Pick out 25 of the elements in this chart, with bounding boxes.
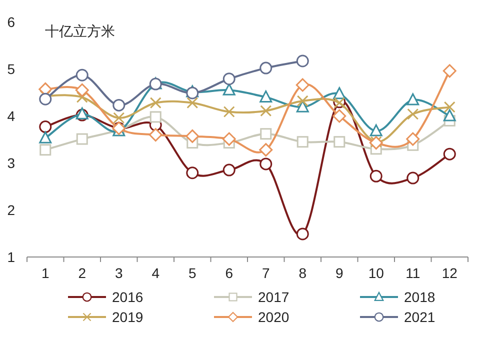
x-tick-label: 7 [262, 265, 270, 281]
x-tick-label: 5 [188, 265, 196, 281]
legend-label: 2019 [112, 309, 144, 325]
y-tick-label: 1 [7, 249, 16, 265]
x-tick-label: 4 [152, 265, 160, 281]
x-tick-label: 12 [442, 265, 458, 281]
legend-label: 2020 [258, 309, 290, 325]
y-axis-title: 十亿立方米 [45, 23, 115, 39]
legend-label: 2017 [258, 289, 290, 305]
y-tick-label: 3 [7, 155, 16, 171]
x-tick-label: 1 [41, 265, 50, 281]
legend-label: 2018 [404, 289, 436, 305]
y-tick-label: 2 [7, 202, 16, 218]
y-tick-label: 6 [7, 14, 16, 30]
x-tick-label: 2 [78, 265, 86, 281]
x-tick-label: 3 [114, 265, 123, 281]
x-tick-label: 10 [368, 265, 384, 281]
legend-label: 2021 [404, 309, 436, 325]
x-tick-label: 8 [298, 265, 307, 281]
y-tick-label: 4 [7, 108, 16, 124]
legend-label: 2016 [112, 289, 144, 305]
y-tick-label: 5 [7, 61, 16, 77]
x-tick-label: 9 [335, 265, 344, 281]
x-tick-label: 11 [406, 265, 420, 281]
x-tick-label: 6 [225, 265, 234, 281]
